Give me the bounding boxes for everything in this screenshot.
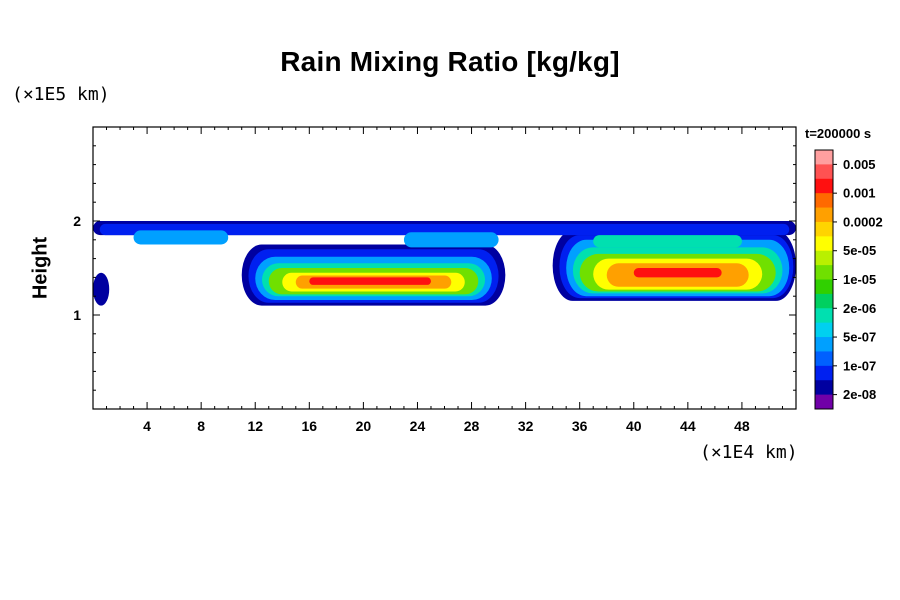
colorbar-swatch [815, 380, 833, 396]
colorbar-swatch [815, 351, 833, 367]
colorbar-swatch [815, 221, 833, 237]
colorbar-swatch [815, 322, 833, 338]
y-tick-label: 1 [73, 307, 81, 323]
x-tick-label: 8 [197, 418, 205, 434]
x-axis-unit: (×1E4 km) [700, 442, 798, 463]
colorbar-swatch [815, 178, 833, 194]
colorbar-swatch [815, 365, 833, 381]
heatmap-cell [593, 235, 742, 248]
colorbar-swatch [815, 164, 833, 180]
colorbar-swatch [815, 308, 833, 324]
colorbar: 0.005 0.001 0.0002 5e-05 1e-05 2e-06 5e-07 1e-0… [814, 149, 883, 410]
x-tick-label: 24 [410, 418, 426, 434]
colorbar-label: 0.001 [843, 186, 876, 201]
colorbar-swatch [815, 394, 833, 410]
x-tick-label: 16 [302, 418, 318, 434]
colorbar-label: 2e-06 [843, 301, 876, 316]
colorbar-label: 5e-05 [843, 243, 876, 258]
chart-title: Rain Mixing Ratio [kg/kg] [280, 46, 620, 77]
colorbar-swatch [815, 279, 833, 295]
x-tick-label: 40 [626, 418, 642, 434]
colorbar-label: 5e-07 [843, 330, 876, 345]
x-tick-label: 36 [572, 418, 588, 434]
heatmap-cell [403, 232, 499, 248]
colorbar-swatch [815, 193, 833, 209]
x-tick-label: 20 [356, 418, 372, 434]
heatmap-cell [133, 230, 229, 245]
colorbar-label: 2e-08 [843, 387, 876, 402]
heatmap-cell [93, 272, 110, 306]
heatmap-cell [309, 277, 431, 285]
colorbar-swatch [815, 150, 833, 165]
y-tick-label: 2 [73, 213, 81, 229]
colorbar-label: 1e-05 [843, 272, 876, 287]
x-axis-ticks: 4 8 12 16 20 24 28 32 36 40 44 48 [106, 127, 783, 434]
colorbar-swatch [815, 337, 833, 352]
x-tick-label: 4 [143, 418, 151, 434]
x-tick-label: 12 [247, 418, 263, 434]
heatmap-cell [633, 268, 722, 278]
colorbar-swatch [815, 207, 833, 223]
colorbar-label: 0.005 [843, 157, 876, 172]
heatmap-cell [99, 223, 790, 236]
heatmap-layers [93, 221, 796, 306]
colorbar-swatch [815, 265, 833, 280]
y-axis-unit: (×1E5 km) [12, 84, 110, 105]
time-label: t=200000 s [805, 126, 872, 141]
x-tick-label: 44 [680, 418, 696, 434]
colorbar-label: 1e-07 [843, 358, 876, 373]
colorbar-label: 0.0002 [843, 214, 883, 229]
x-tick-label: 32 [518, 418, 534, 434]
colorbar-swatch [815, 236, 833, 252]
colorbar-swatch [815, 293, 833, 309]
colorbar-swatch [815, 250, 833, 266]
x-tick-label: 48 [734, 418, 750, 434]
y-axis-ticks: 12 [73, 145, 796, 391]
x-tick-label: 28 [464, 418, 480, 434]
